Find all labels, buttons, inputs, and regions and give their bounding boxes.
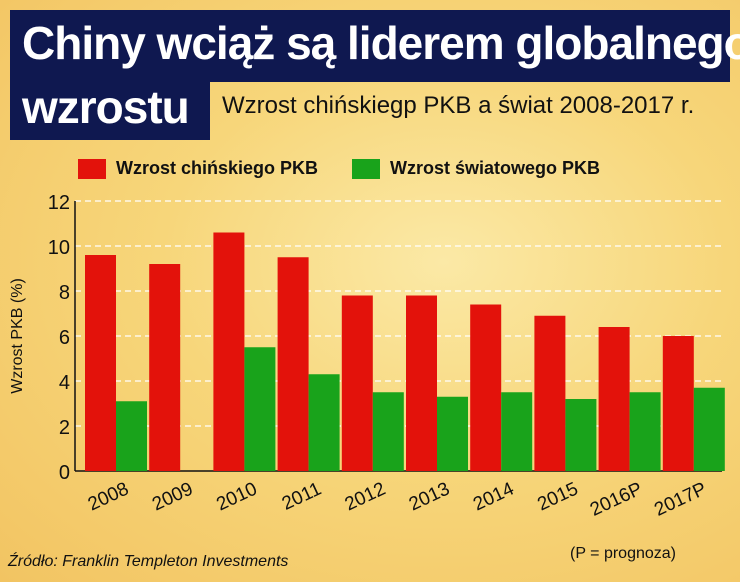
bar-china (85, 255, 116, 471)
x-tick-label: 2017P (651, 478, 710, 520)
legend-swatch-china (78, 159, 106, 180)
x-tick-label: 2008 (85, 478, 132, 515)
bar-china (341, 295, 373, 471)
legend-china: Wzrost chińskiego PKB (78, 158, 319, 180)
y-tick-label: 12 (48, 192, 70, 214)
legend-label-world: Wzrost światowego PKB (390, 158, 601, 178)
y-tick-label: 0 (59, 462, 70, 484)
y-tick-label: 10 (48, 237, 70, 259)
title-line-2: wzrostu (22, 81, 190, 133)
bar-world (244, 347, 276, 471)
chart-subtitle: Wzrost chińskiegp PKB a świat 2008-2017 … (222, 92, 695, 119)
bar-world (308, 374, 340, 471)
y-tick-label: 4 (59, 372, 70, 394)
y-axis-label: Wzrost PKB (%) (9, 278, 26, 394)
x-tick-label: 2016P (587, 478, 646, 520)
bar-world (629, 392, 661, 471)
x-tick-label: 2015 (534, 478, 581, 515)
bar-china (598, 327, 630, 471)
forecast-note: (P = prognoza) (570, 545, 676, 562)
bar-china (213, 232, 245, 471)
source-text: Źródło: Franklin Templeton Investments (8, 553, 289, 570)
x-tick-label: 2012 (342, 478, 389, 515)
title-box-2: wzrostu (10, 80, 210, 140)
bar-world (565, 399, 597, 471)
bar-china (406, 295, 437, 471)
bar-world (501, 392, 533, 471)
y-tick-label: 8 (59, 282, 70, 304)
bar-world (693, 387, 725, 471)
bar-china (662, 336, 694, 471)
title-line-1: Chiny wciąż są liderem globalnego (22, 17, 740, 69)
x-tick-label: 2009 (149, 478, 196, 515)
bar-china (277, 257, 309, 471)
x-tick-label: 2014 (470, 478, 518, 515)
y-tick-label: 6 (59, 327, 70, 349)
legend-label-china: Wzrost chińskiego PKB (116, 158, 319, 178)
x-tick-label: 2013 (406, 478, 453, 515)
x-tick-label: 2011 (279, 478, 325, 514)
bar-world (437, 396, 468, 471)
legend-world: Wzrost światowego PKB (352, 158, 601, 180)
bar-china (149, 264, 181, 471)
bar-world (372, 392, 404, 471)
bar-china (470, 304, 502, 471)
title-box: Chiny wciąż są liderem globalnego (10, 10, 740, 82)
legend-swatch-world (352, 159, 380, 180)
y-tick-label: 2 (59, 417, 70, 439)
x-tick-label: 2010 (213, 478, 260, 515)
bar-china (534, 315, 566, 471)
bar-world (116, 401, 147, 471)
